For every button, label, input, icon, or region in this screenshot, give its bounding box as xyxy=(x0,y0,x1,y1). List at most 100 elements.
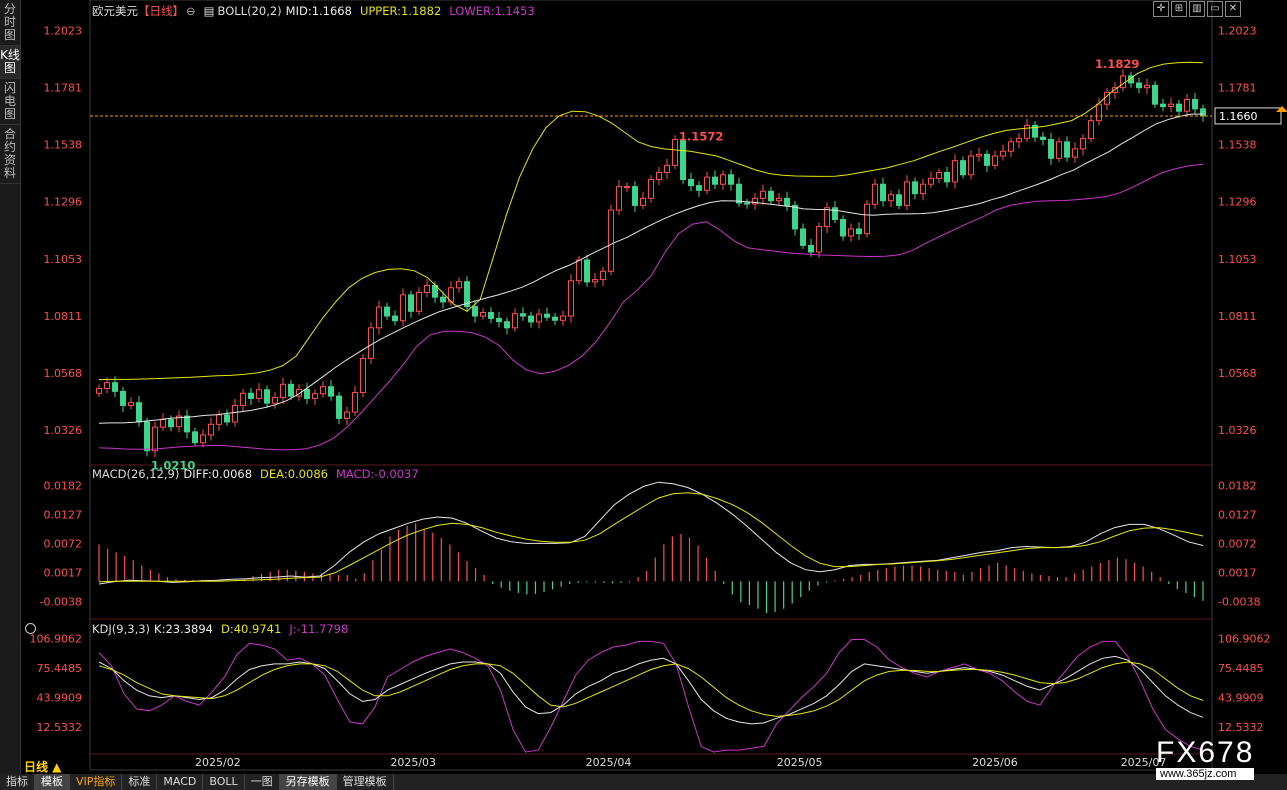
candle xyxy=(168,419,174,428)
tab-macd[interactable]: MACD xyxy=(157,774,204,790)
tab-indicator[interactable]: 指标 xyxy=(0,774,35,790)
tab-manage-template[interactable]: 管理模板 xyxy=(337,774,394,790)
peak-annotation: 1.1572 xyxy=(679,130,723,144)
candle xyxy=(1048,138,1054,159)
candle xyxy=(424,284,430,293)
candle xyxy=(1016,137,1022,143)
candle xyxy=(304,388,310,399)
candle xyxy=(864,203,870,235)
tab-boll[interactable]: BOLL xyxy=(203,774,245,790)
sidebar-tab-contract-info[interactable]: 合约资料 xyxy=(0,125,20,184)
candle xyxy=(328,386,334,397)
candle xyxy=(712,176,718,185)
minus-circle-icon[interactable]: ⊖ xyxy=(186,4,196,18)
candle xyxy=(816,226,822,253)
candle xyxy=(192,431,198,444)
candle xyxy=(128,402,134,406)
candle xyxy=(1000,150,1006,157)
candle xyxy=(264,389,270,404)
price-tick-label-right: 1.0568 xyxy=(1218,367,1257,380)
current-price-label: 1.1660 xyxy=(1219,110,1258,123)
price-tick-label-left: 1.2023 xyxy=(44,24,83,37)
candle xyxy=(1152,84,1158,105)
macd-tick-label-right: 0.0182 xyxy=(1218,479,1257,492)
macd-header: MACD(26,12,9) DIFF:0.0068 DEA:0.0086 MACD:-… xyxy=(92,467,427,481)
candle xyxy=(664,164,670,173)
candle xyxy=(616,186,622,211)
zoom-in-icon[interactable]: ⊞ xyxy=(1171,1,1187,17)
candle xyxy=(176,415,182,428)
current-price-box xyxy=(1214,107,1282,125)
candle xyxy=(600,270,606,281)
crosshair-icon[interactable]: ✛ xyxy=(1153,1,1169,17)
candle xyxy=(936,171,942,179)
candle xyxy=(496,317,502,323)
candle xyxy=(344,411,350,419)
tab-template[interactable]: 模板 xyxy=(35,774,70,790)
price-tick-label-right: 1.2023 xyxy=(1218,24,1257,37)
candle xyxy=(248,392,254,399)
candle xyxy=(976,153,982,157)
tab-vip-indicator[interactable]: VIP指标 xyxy=(70,774,123,790)
candle xyxy=(480,312,486,317)
period-selector[interactable]: 日线 ▲ xyxy=(24,760,62,774)
price-tick-label-left: 1.0811 xyxy=(44,310,83,323)
candle xyxy=(392,315,398,322)
candle xyxy=(784,197,790,206)
fx678-watermark: FX678 www.365jz.com xyxy=(1156,736,1255,780)
candle xyxy=(1120,75,1126,89)
sidebar-tab-lightning[interactable]: 闪电图 xyxy=(0,79,20,125)
print-icon[interactable]: ▭ xyxy=(1207,1,1223,17)
candle xyxy=(760,190,766,199)
candle xyxy=(536,313,542,323)
kdj-tick-label-left: 106.9062 xyxy=(30,633,83,646)
candle xyxy=(672,138,678,166)
candle xyxy=(352,392,358,413)
layout-icon[interactable]: ▥ xyxy=(1189,1,1205,17)
candle xyxy=(568,280,574,317)
candle xyxy=(416,292,422,312)
candle xyxy=(1040,136,1046,140)
close-icon[interactable]: ✕ xyxy=(1225,1,1241,17)
candle xyxy=(200,434,206,444)
bottom-template-bar: 指标 模板 VIP指标 标准 MACD BOLL 一图 另存模板 管理模板 xyxy=(0,774,1287,790)
candle xyxy=(160,419,166,428)
candle xyxy=(944,171,950,183)
price-tick-label-left: 1.1538 xyxy=(44,139,83,152)
settings-dot-icon[interactable] xyxy=(25,623,36,634)
candle xyxy=(896,194,902,206)
candle xyxy=(632,186,638,206)
macd-title: MACD(26,12,9) xyxy=(92,467,180,481)
candle xyxy=(688,179,694,187)
candle xyxy=(888,194,894,202)
candle xyxy=(656,171,662,180)
candle xyxy=(1168,103,1174,108)
macd-diff-value: DIFF:0.0068 xyxy=(183,467,253,481)
sidebar-tab-timeshare[interactable]: 分时图 xyxy=(0,0,20,46)
candle xyxy=(680,138,686,181)
candle xyxy=(208,423,214,436)
candle xyxy=(880,183,886,202)
candle xyxy=(832,207,838,221)
candlestick-chart[interactable]: 1.2023 1.2023 1.1781 1.1781 1.1538 1.1538 1.12… xyxy=(20,0,1287,774)
candle xyxy=(1200,108,1206,117)
candle xyxy=(544,313,550,318)
boll-upper-value: UPPER:1.1882 xyxy=(359,4,442,18)
tab-one-chart[interactable]: 一图 xyxy=(245,774,280,790)
tab-save-template[interactable]: 另存模板 xyxy=(279,774,337,790)
candle xyxy=(320,386,326,395)
symbol-name: 欧元美元 xyxy=(92,4,138,18)
candle xyxy=(968,155,974,176)
candle xyxy=(592,279,598,283)
tab-standard[interactable]: 标准 xyxy=(122,774,158,790)
indicator-icon[interactable]: ▤ xyxy=(203,4,215,18)
candle xyxy=(840,219,846,237)
price-arrow-icon xyxy=(1276,105,1287,112)
candle xyxy=(216,414,222,425)
kdj-k-value: K:23.3894 xyxy=(154,622,214,636)
kdj-title: KDJ(9,3,3) xyxy=(92,622,151,636)
sidebar-tab-kline[interactable]: K线图 xyxy=(0,46,20,79)
watermark-logo-text: FX678 xyxy=(1156,736,1255,769)
candle xyxy=(920,183,926,195)
candle xyxy=(184,415,190,433)
